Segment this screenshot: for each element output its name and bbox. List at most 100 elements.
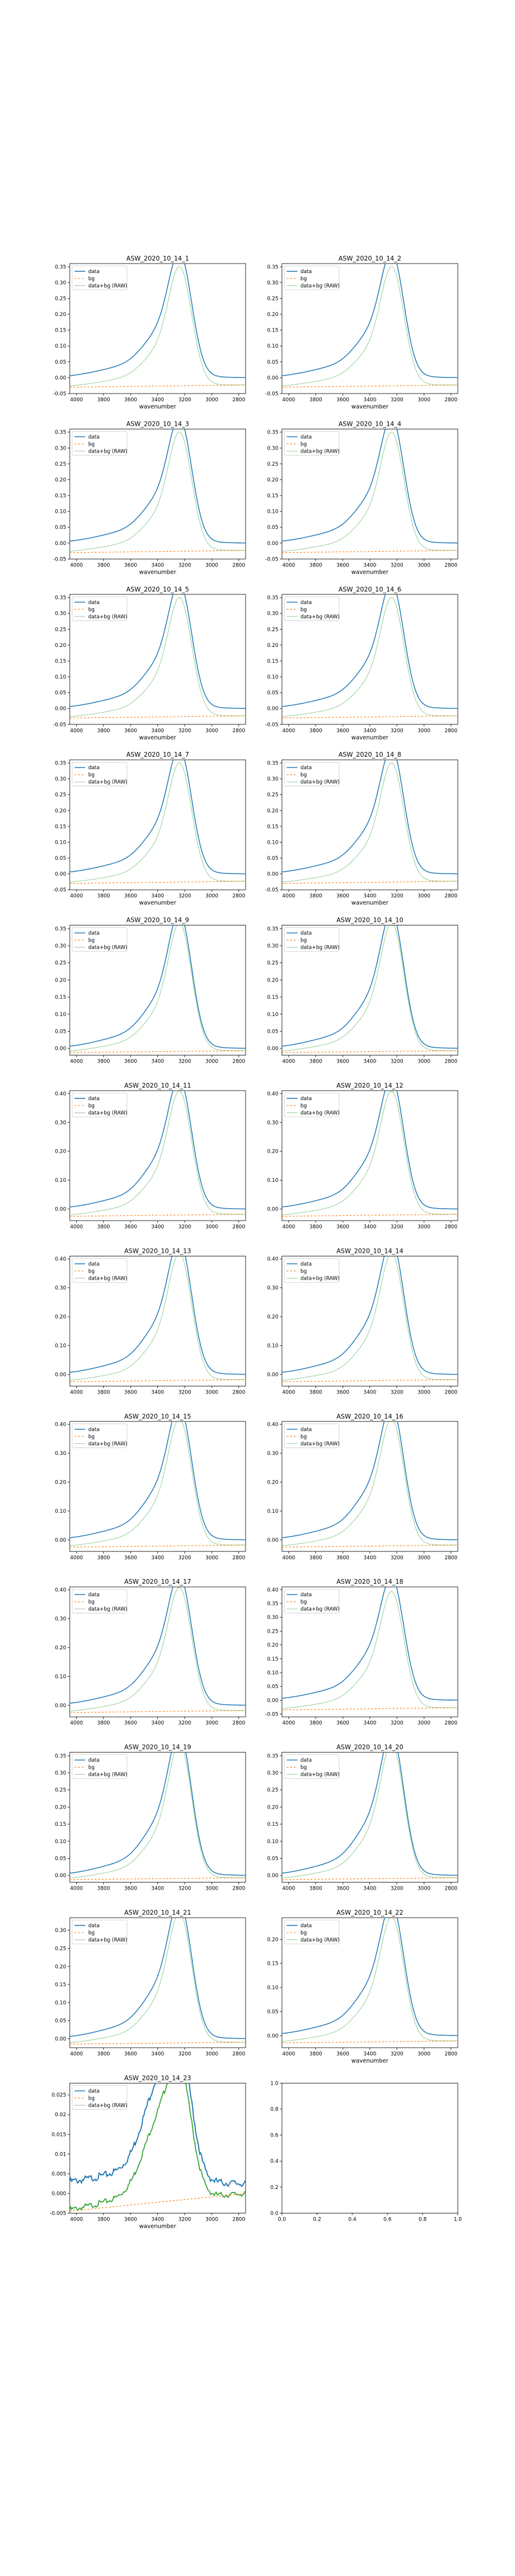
- x-tick-label: 2800: [232, 1389, 246, 1395]
- y-tick-label: 0.10: [55, 1674, 66, 1680]
- subplot-13: ASW_2020_10_14_13 4000 3800 3600 3400 3200 300…: [55, 1247, 246, 1395]
- y-tick-label: -0.005: [50, 2210, 66, 2216]
- series-raw-line: [282, 1091, 458, 1215]
- subplot-14: ASW_2020_10_14_14 4000 3800 3600 3400 3200 300…: [267, 1247, 458, 1395]
- y-tick-label: 0.15: [267, 658, 278, 664]
- y-tick-label: 0.15: [55, 493, 66, 499]
- series-raw-line: [70, 1421, 246, 1546]
- x-tick-label: 2800: [445, 1555, 458, 1561]
- legend-label: data+bg (RAW): [88, 283, 128, 289]
- subplot-title: ASW_2020_10_14_19: [124, 1744, 191, 1751]
- y-tick-label: 0.30: [267, 611, 278, 617]
- series-data-line: [282, 1587, 458, 1701]
- subplot-title: ASW_2020_10_14_1: [126, 255, 189, 262]
- y-tick-label: 0.00: [55, 1873, 66, 1879]
- x-axis-label: wavenumber: [139, 569, 176, 575]
- y-tick-label: 0.10: [55, 2000, 66, 2006]
- subplot-2: ASW_2020_10_14_2 4000 3800 3600 3400 3200 3000…: [265, 255, 458, 410]
- series-bg-line: [70, 1050, 246, 1053]
- legend-label: data+bg (RAW): [300, 448, 340, 454]
- x-tick-label: 4000: [283, 1389, 296, 1395]
- legend-label: data+bg (RAW): [88, 1606, 128, 1612]
- legend-label: data+bg (RAW): [300, 1110, 340, 1116]
- x-tick-label: 2800: [445, 1886, 458, 1892]
- y-tick-label: 0.15: [55, 995, 66, 1001]
- y-tick-label: -0.05: [53, 722, 66, 728]
- series-data-line: [70, 264, 246, 378]
- series-bg-line: [282, 2041, 458, 2044]
- subplot-title: ASW_2020_10_14_18: [336, 1578, 403, 1586]
- x-tick-label: 4000: [70, 1059, 83, 1065]
- y-tick-label: 0.15: [267, 328, 278, 334]
- x-tick-label: 2800: [232, 893, 246, 899]
- series-data-line: [70, 1256, 246, 1375]
- y-tick-label: 0.00: [55, 1046, 66, 1052]
- y-tick-label: -0.05: [53, 887, 66, 893]
- y-tick-label: 0.25: [55, 296, 66, 302]
- y-tick-label: 0.20: [267, 1937, 278, 1943]
- y-tick-label: 0.30: [55, 943, 66, 949]
- y-tick-label: 0.25: [55, 1946, 66, 1952]
- legend-label: data+bg (RAW): [88, 1110, 128, 1116]
- legend-label: data: [300, 1261, 312, 1267]
- y-tick-label: 0.10: [55, 1343, 66, 1349]
- x-tick-label: 4000: [70, 728, 83, 734]
- y-tick-label: 0.20: [55, 643, 66, 649]
- x-tick-label: 3000: [205, 1224, 218, 1230]
- x-tick-label: 4000: [70, 1886, 83, 1892]
- series-raw-line: [282, 597, 458, 717]
- legend-label: data: [88, 1427, 100, 1433]
- subplot-title: ASW_2020_10_14_14: [336, 1247, 403, 1255]
- y-tick-label: 0.05: [55, 691, 66, 696]
- x-tick-label: 3800: [97, 893, 110, 899]
- y-tick-label: 0.35: [267, 264, 278, 270]
- x-tick-label: 3800: [309, 397, 322, 403]
- series-data-line: [282, 1752, 458, 1876]
- x-tick-label: 3800: [309, 1886, 322, 1892]
- y-tick-label: 0.10: [55, 1012, 66, 1018]
- axes-frame: [281, 2082, 458, 2213]
- legend-label: data: [300, 434, 312, 440]
- series-data-line: [70, 1421, 246, 1540]
- legend-label: data+bg (RAW): [88, 1441, 128, 1447]
- x-tick-label: 3800: [97, 1059, 110, 1065]
- y-tick-label: 0.30: [55, 445, 66, 451]
- subplot-title: ASW_2020_10_14_17: [124, 1578, 191, 1586]
- y-tick-label: 0.15: [267, 1961, 278, 1967]
- legend-label: data: [300, 1923, 312, 1929]
- x-tick-label: 3000: [205, 1720, 218, 1726]
- x-tick-label: 3800: [309, 728, 322, 734]
- legend-label: bg: [88, 1599, 95, 1605]
- y-tick-label: 0.15: [55, 824, 66, 830]
- x-tick-label: 3200: [390, 1720, 404, 1726]
- y-tick-label: 0.15: [55, 658, 66, 664]
- x-tick-label: 3400: [364, 1555, 377, 1561]
- y-tick-label: 0.15: [55, 1822, 66, 1828]
- y-tick-label: 0.35: [267, 926, 278, 932]
- x-tick-label: 3400: [364, 2051, 377, 2057]
- series-data-line: [282, 594, 458, 709]
- y-tick-label: 0.015: [52, 2132, 66, 2138]
- x-tick-label: 3800: [309, 1389, 322, 1395]
- y-tick-label: 0.30: [55, 1451, 66, 1457]
- legend-label: data: [88, 434, 100, 440]
- series-data-line: [70, 2083, 246, 2188]
- x-tick-label: 3200: [390, 397, 404, 403]
- series-data-line: [70, 1091, 246, 1210]
- y-tick-label: 0.02: [55, 2112, 66, 2118]
- y-tick-label: 0.4: [270, 2159, 278, 2165]
- legend-label: bg: [88, 938, 95, 944]
- y-tick-label: 0.00: [55, 706, 66, 712]
- y-tick-label: 0.30: [267, 1770, 278, 1776]
- x-tick-label: 3800: [97, 1555, 110, 1561]
- subplot-9: ASW_2020_10_14_9 4000 3800 3600 3400 3200 3000…: [55, 917, 246, 1065]
- y-tick-label: 0.10: [267, 1670, 278, 1676]
- x-tick-label: 3000: [417, 1555, 430, 1561]
- legend-label: data+bg (RAW): [88, 2103, 128, 2109]
- x-tick-label: 2800: [445, 728, 458, 734]
